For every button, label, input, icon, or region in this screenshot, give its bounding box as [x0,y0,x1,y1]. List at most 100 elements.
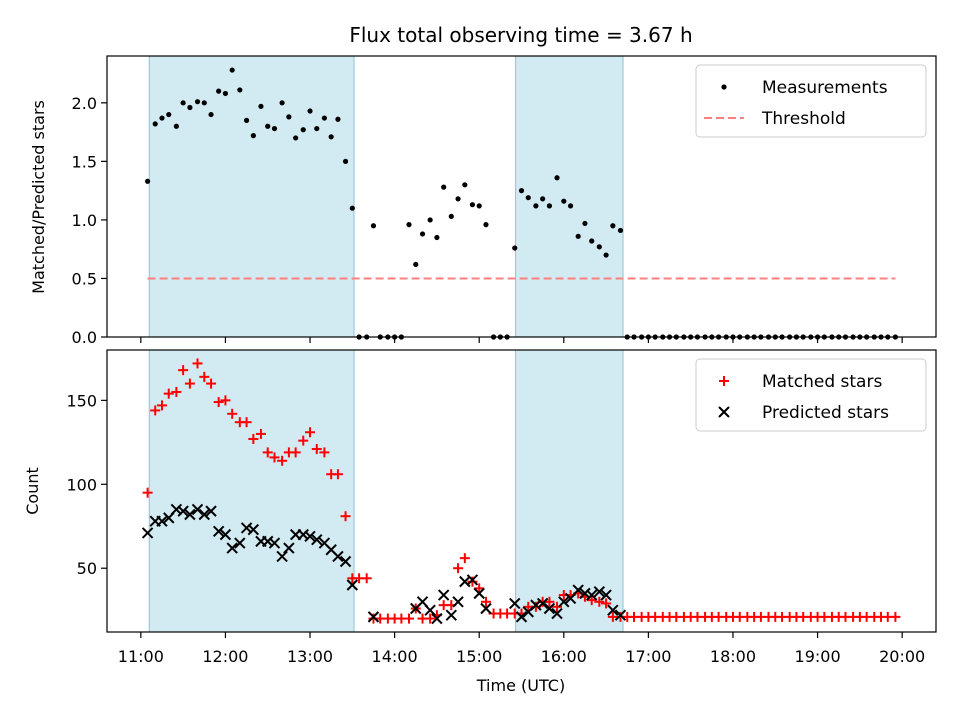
predicted-point [466,574,479,586]
measurement-point [617,227,624,234]
measurement-point [483,222,489,228]
matched-point [332,469,343,480]
measurement-point [589,238,595,244]
bottom-axes-frame [106,349,937,633]
predicted-point [593,586,606,598]
x-tick-label: 14:00 [372,647,418,666]
predicted-point [543,602,556,615]
predicted-point [226,542,238,554]
bottom-series [141,358,901,625]
matched-point [142,487,153,498]
predicted-point [262,535,274,548]
x-axis-title: Time (UTC) [476,676,565,695]
measurement-point [406,222,412,228]
predicted-point [212,525,225,537]
measurement-point [525,195,531,201]
measurement-point [216,88,222,94]
predicted-point [509,597,521,610]
matched-point [213,397,224,408]
predicted-point [437,589,450,601]
predicted-point [558,596,570,608]
x-tick-label: 18:00 [710,647,756,666]
legend-box [695,64,927,138]
measurement-point [243,117,250,123]
matched-point [248,433,259,444]
predicted-point [170,503,183,516]
matched-point [403,613,414,624]
measurement-point [208,111,214,118]
predicted-point [515,611,528,623]
predicted-point [614,609,627,621]
measurement-point [173,123,179,129]
predicted-point [332,550,344,563]
top-x-ticks [140,337,903,343]
x-tick-label: 11:00 [118,647,164,666]
predicted-point [234,537,246,549]
measurement-point [370,223,377,229]
measurement-point [596,244,602,250]
matched-point [255,428,266,439]
x-tick-label: 16:00 [541,647,587,666]
bottom-y-ticks: 50 100 150 [66,391,107,578]
matched-point [150,405,161,416]
predicted-point [184,508,196,521]
measurement-point [441,184,447,190]
matched-point [319,447,330,458]
predicted-point [141,527,154,539]
measurement-point [286,114,292,120]
matched-point [220,395,231,406]
matched-point [178,365,189,376]
measurement-point [293,135,299,141]
bottom-x-ticks: 11:00 12:00 13:00 14:00 15:00 16:00 17:00 18:00… [118,632,925,666]
predicted-point [247,523,260,536]
matched-point [459,553,470,564]
measurement-point [582,220,588,227]
predicted-point [530,599,542,611]
measurement-point [413,261,419,268]
matched-point [298,435,309,446]
measurement-point [476,203,482,209]
matched-point [199,371,210,382]
matched-point [340,511,351,522]
measurement-point [307,108,313,114]
measurement-point [349,205,355,211]
matched-point [206,378,217,389]
measurement-point [462,182,468,188]
legend-label: Matched stars [762,372,882,392]
matched-point [474,583,485,594]
matched-point [171,386,182,397]
measurement-point [145,178,151,184]
predicted-point [240,522,253,534]
x-tick-label: 19:00 [795,647,841,666]
predicted-point [339,555,352,568]
measurement-point [335,116,341,122]
measurement-point [187,104,193,111]
top-legend: Measurements Threshold [695,64,927,138]
matched-point [227,408,238,419]
measurement-point [328,134,334,140]
shaded-interval-2 [515,55,624,338]
legend-label: Measurements [762,78,888,98]
measurement-point [166,111,172,118]
measurement-point [540,196,546,202]
predicted-point [424,604,436,616]
predicted-point [431,612,443,625]
measurement-point [561,198,567,204]
measurement-point [427,217,433,223]
predicted-point [198,508,210,521]
measurement-point [546,203,553,209]
matched-point [163,388,174,399]
matched-point [890,611,901,622]
x-tick-label: 12:00 [202,647,248,666]
measurement-point [610,223,616,229]
measurement-point [159,115,165,121]
shaded-interval-2 [515,349,624,633]
predicted-point [586,589,598,601]
predicted-point [304,530,316,543]
legend-marker-dot [721,84,727,90]
predicted-point [367,611,380,623]
top-y-axis-title: Matched/Predicted stars [29,100,48,294]
x-tick-label: 17:00 [625,647,671,666]
predicted-point [579,587,591,600]
